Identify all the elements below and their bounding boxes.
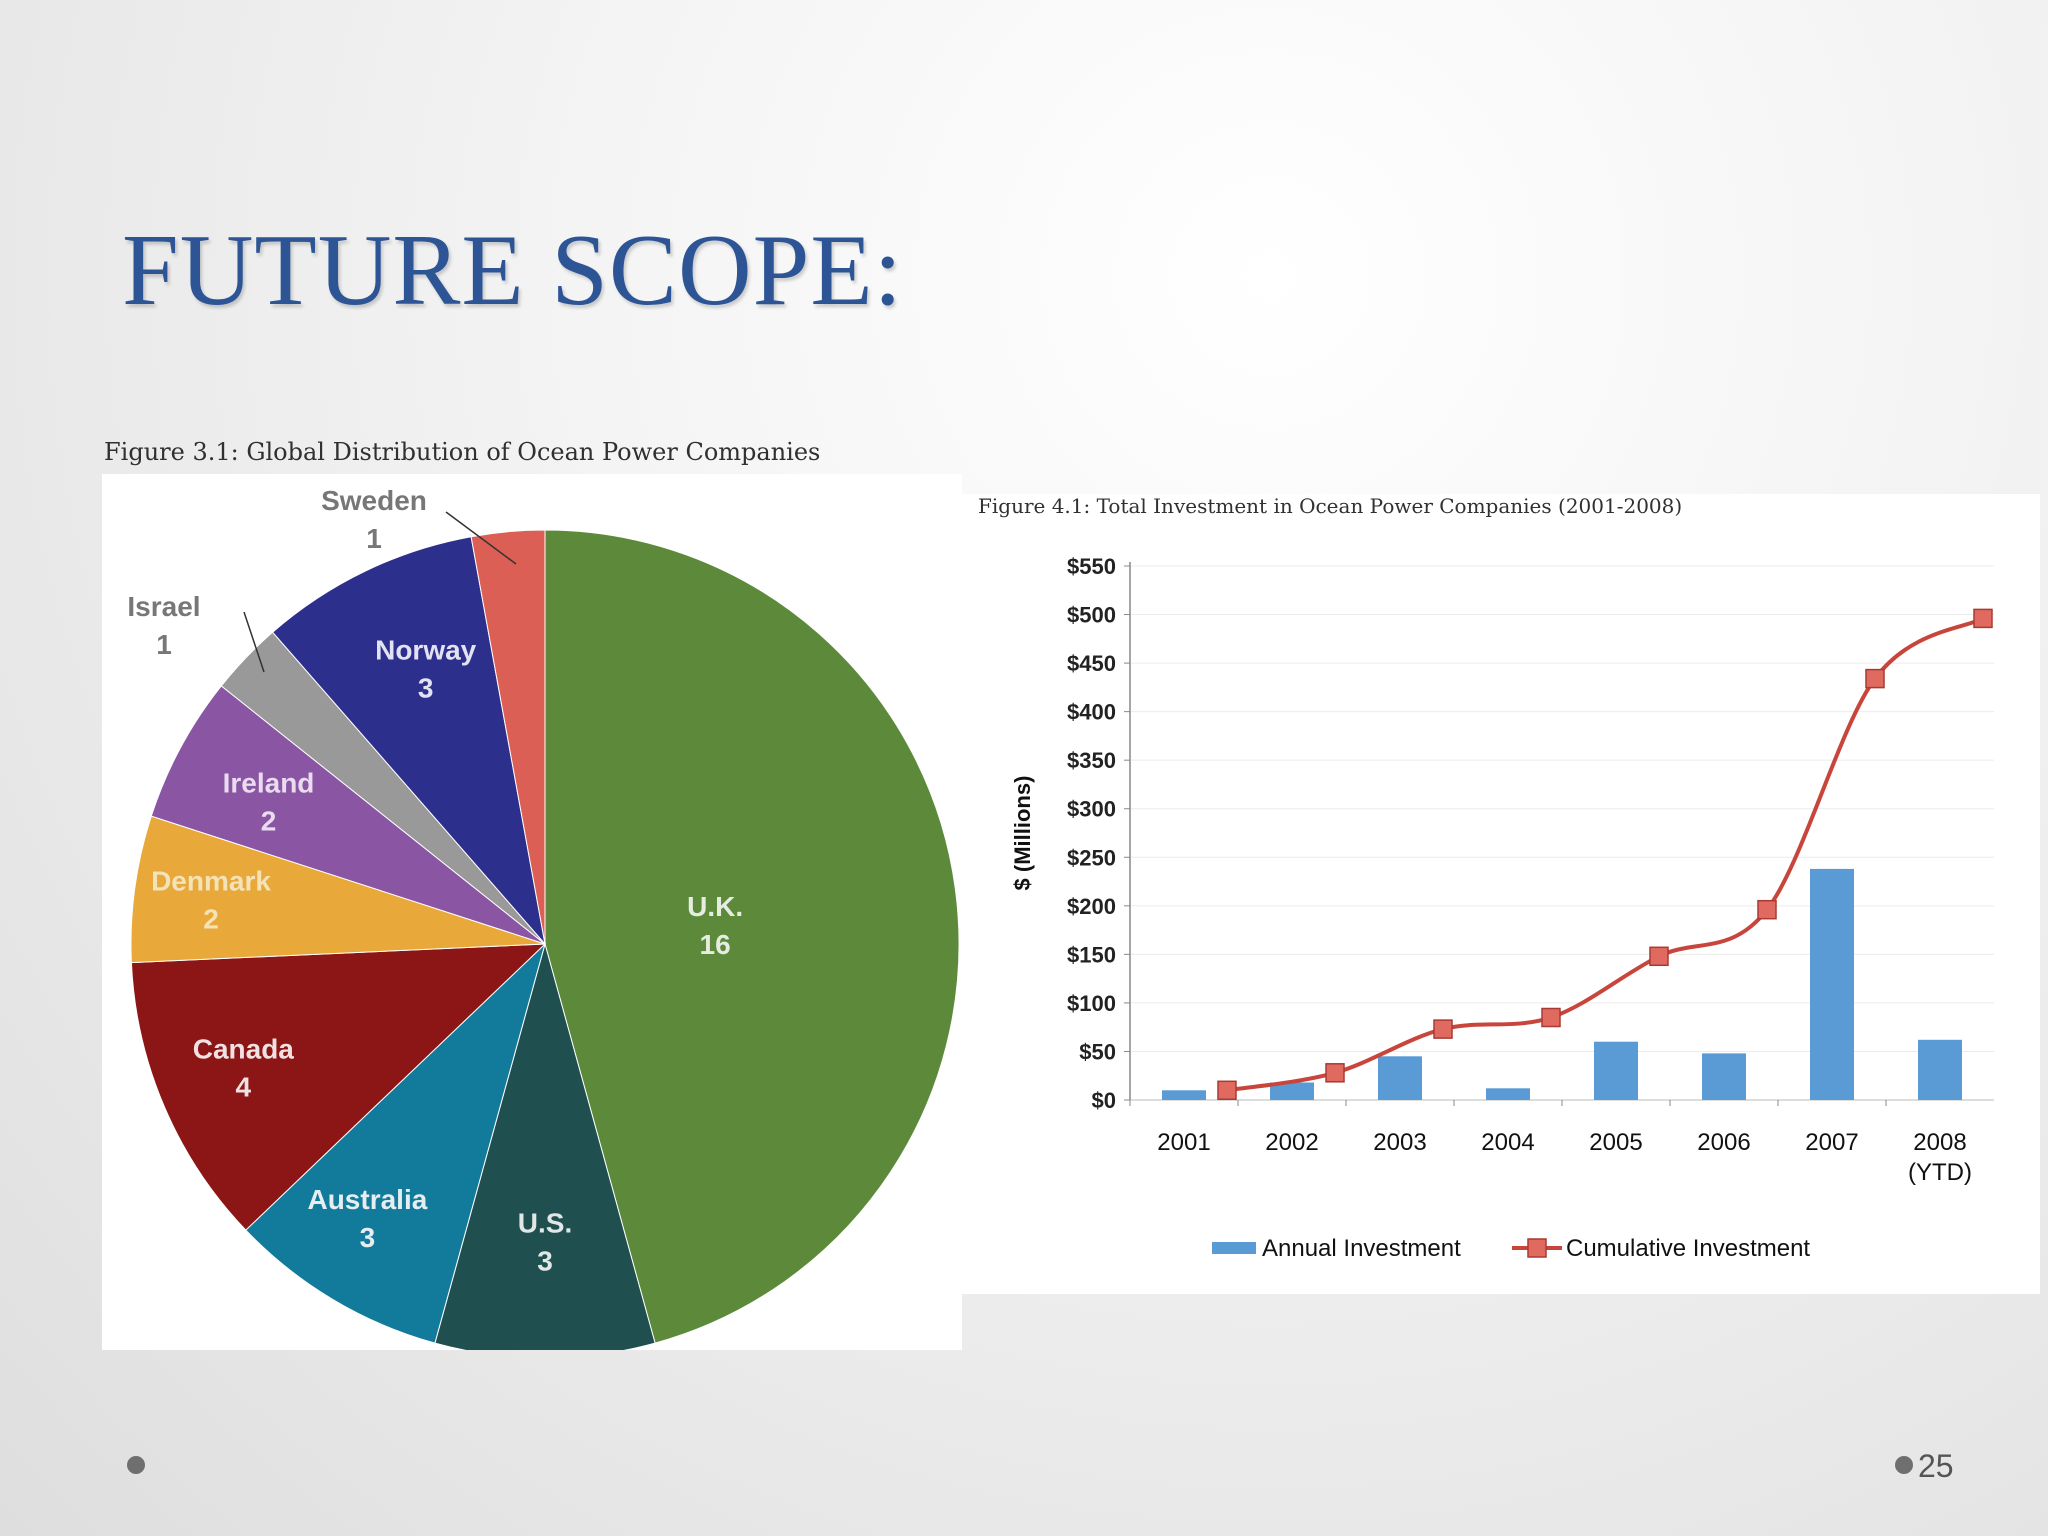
x-tick-label: 2005 (1589, 1129, 1642, 1156)
y-tick-label: $200 (1067, 894, 1116, 919)
y-tick-label: $550 (1067, 554, 1116, 579)
investment-chart: $0 $50 $100 $150 $200 $250 $300 $350 $400 $450 $50… (1010, 554, 1994, 1262)
y-tick-label: $450 (1067, 651, 1116, 676)
point-cumulative-2007 (1865, 668, 1885, 689)
bar-annual-2006 (1702, 1053, 1746, 1100)
y-tick-label: $500 (1067, 603, 1116, 628)
bar-annual-2002 (1270, 1082, 1314, 1100)
point-cumulative-2008-ytd (1973, 608, 1993, 629)
pie-label-u-s: U.S. (518, 1207, 572, 1238)
pie-leader-sweden (445, 511, 517, 565)
x-tick-label: 2002 (1265, 1129, 1318, 1156)
y-tick-label: $300 (1067, 797, 1116, 822)
x-tick-label: 2004 (1481, 1129, 1534, 1156)
y-tick-label: $0 (1092, 1088, 1116, 1113)
point-cumulative-2004 (1541, 1007, 1561, 1028)
pie-slice-ireland (150, 685, 546, 945)
pie-chart-title: Figure 3.1: Global Distribution of Ocean… (104, 438, 821, 466)
legend-label-cumulative: Cumulative Investment (1566, 1235, 1810, 1262)
pie-value-ireland: 2 (261, 806, 277, 837)
y-tick-label: $100 (1067, 991, 1116, 1016)
x-tick-label: 2001 (1157, 1129, 1210, 1156)
pie-value-u-k: 16 (700, 929, 731, 960)
pie-value-denmark: 2 (203, 904, 219, 935)
x-tick-label: 2006 (1697, 1129, 1750, 1156)
pie-value-u-s: 3 (537, 1245, 553, 1276)
point-cumulative-2001 (1217, 1080, 1237, 1101)
bar-annual-2003 (1378, 1056, 1422, 1100)
pie-value-israel: 1 (156, 629, 172, 660)
pie-label-israel: Israel (127, 591, 200, 622)
pie-slice-u-k (544, 529, 960, 1344)
point-cumulative-2005 (1649, 946, 1669, 967)
y-tick-label: $400 (1067, 700, 1116, 725)
legend-swatch-cumulative-marker (1527, 1238, 1547, 1258)
pie-value-canada: 4 (236, 1071, 252, 1102)
footer-right-bullet (1895, 1456, 1913, 1474)
bar-annual-2008-ytd (1918, 1039, 1962, 1100)
y-tick-label: $50 (1079, 1039, 1116, 1064)
bar-annual-2001 (1162, 1090, 1206, 1100)
bar-annual-2007 (1810, 868, 1854, 1100)
x-tick-label: (YTD) (1908, 1159, 1972, 1186)
pie-slice-norway (271, 536, 546, 946)
y-tick-label: $250 (1067, 845, 1116, 870)
pie-chart-panel: U.K. 16 U.S. 3 Australia 3 Canada 4 Denmark 2 Irel… (102, 474, 962, 1359)
pie-label-u-k: U.K. (687, 891, 743, 922)
pie-leader-israel (243, 611, 265, 673)
line-cumulative-investment (1226, 616, 1984, 1093)
x-tick-label: 2003 (1373, 1129, 1426, 1156)
point-cumulative-2003 (1433, 1019, 1453, 1039)
pie-slice-denmark (130, 815, 546, 964)
pie-slice-sweden (470, 529, 546, 945)
pie-value-sweden: 1 (366, 523, 382, 554)
pie-label-canada: Canada (193, 1033, 295, 1064)
x-tick-label: 2007 (1805, 1129, 1858, 1156)
pie-value-norway: 3 (418, 672, 434, 703)
slide-title: FUTURE SCOPE: (122, 214, 903, 327)
x-tick-label: 2008 (1913, 1129, 1966, 1156)
legend-label-annual: Annual Investment (1262, 1235, 1461, 1262)
point-cumulative-2002 (1325, 1063, 1345, 1083)
y-tick-label: $350 (1067, 748, 1116, 773)
pie-label-australia: Australia (307, 1184, 427, 1215)
investment-chart-panel: $0 $50 $100 $150 $200 $250 $300 $350 $400 $450 $50… (962, 494, 2040, 1294)
bar-annual-2005 (1594, 1041, 1638, 1100)
pie-value-australia: 3 (360, 1222, 376, 1253)
pie-label-norway: Norway (375, 634, 477, 665)
legend-swatch-annual (1212, 1242, 1256, 1254)
investment-chart-title: Figure 4.1: Total Investment in Ocean Po… (978, 494, 1683, 518)
y-axis-label: $ (Millions) (1010, 776, 1035, 891)
pie-label-denmark: Denmark (151, 866, 271, 897)
point-cumulative-2006 (1757, 899, 1777, 920)
pie-chart: U.K. 16 U.S. 3 Australia 3 Canada 4 Denmark 2 Irel… (127, 485, 960, 1359)
pie-slice-australia (245, 942, 546, 1344)
y-tick-label: $150 (1067, 942, 1116, 967)
footer-left-bullet (127, 1456, 145, 1474)
bar-annual-2004 (1486, 1088, 1530, 1100)
pie-label-ireland: Ireland (223, 768, 315, 799)
pie-slice-canada (130, 943, 547, 1231)
pie-label-sweden: Sweden (321, 485, 427, 516)
page-number: 25 (1918, 1448, 1954, 1484)
